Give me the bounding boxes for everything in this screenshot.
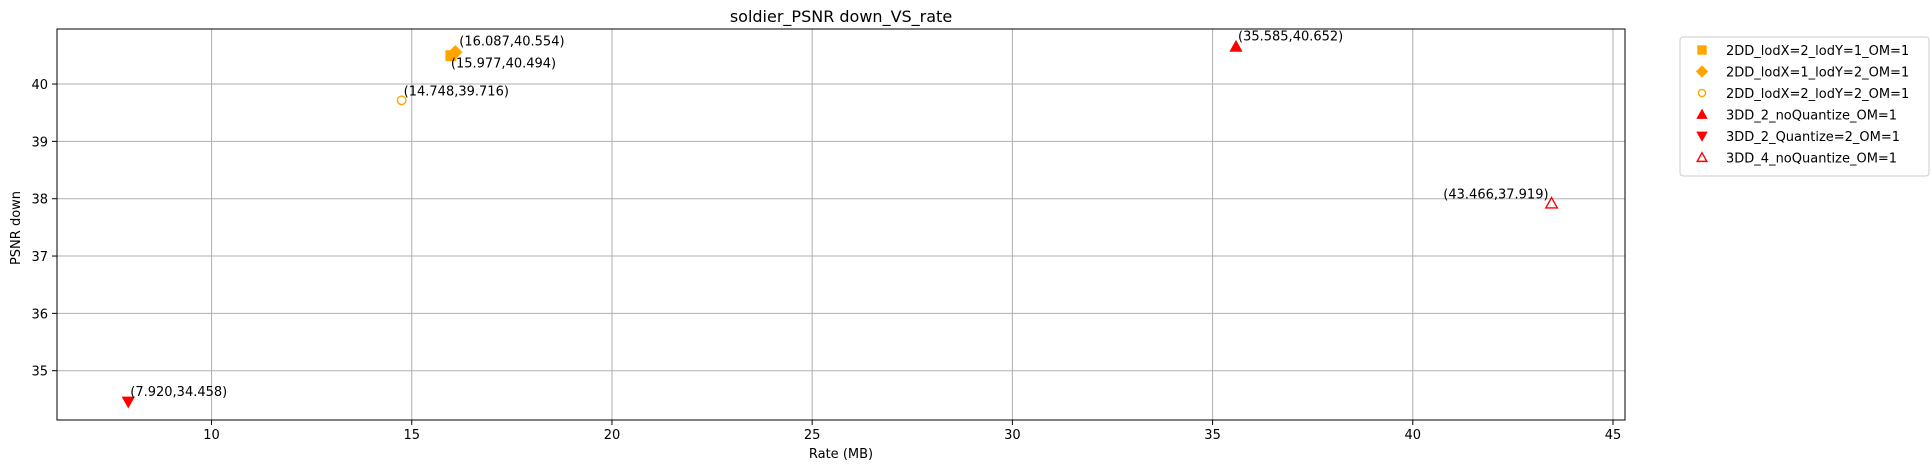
legend-marker bbox=[1695, 151, 1709, 163]
data-point bbox=[121, 396, 135, 409]
y-tick-label: 39 bbox=[31, 135, 48, 150]
x-tick-label: 35 bbox=[1204, 428, 1221, 443]
y-axis-label: PSNR down bbox=[9, 191, 24, 265]
data-label: (7.920,34.458) bbox=[130, 385, 227, 400]
y-tick-label: 37 bbox=[31, 250, 48, 265]
data-label: (14.748,39.716) bbox=[404, 84, 509, 99]
legend-entry: 2DD_lodX=2_lodY=1_OM=1 bbox=[1726, 44, 1909, 59]
legend-entry: 2DD_lodX=2_lodY=2_OM=1 bbox=[1726, 87, 1909, 102]
legend-frame bbox=[1679, 36, 1930, 177]
y-tick-label: 36 bbox=[31, 307, 48, 322]
axis-ticks: 10 15 20 25 30 35 40 45 35 36 37 38 39 40 bbox=[31, 78, 1621, 443]
plot-frame bbox=[56, 28, 1626, 421]
x-axis-label: Rate (MB) bbox=[809, 447, 873, 462]
legend-marker bbox=[1696, 131, 1708, 142]
data-point bbox=[448, 45, 463, 60]
x-tick-label: 10 bbox=[203, 428, 220, 443]
data-label: (43.466,37.919) bbox=[1443, 187, 1548, 202]
data-point bbox=[396, 95, 407, 106]
y-tick-label: 35 bbox=[31, 365, 48, 380]
data-point bbox=[1544, 196, 1559, 209]
legend-entry: 3DD_2_Quantize=2_OM=1 bbox=[1726, 130, 1900, 145]
data-point bbox=[1229, 39, 1243, 52]
x-tick-label: 40 bbox=[1405, 428, 1422, 443]
grid-lines bbox=[57, 29, 1625, 420]
legend-marker bbox=[1697, 88, 1707, 98]
legend-marker bbox=[1697, 45, 1707, 55]
data-label: (15.977,40.494) bbox=[451, 57, 556, 72]
x-tick-label: 45 bbox=[1605, 428, 1622, 443]
legend-marker bbox=[1696, 108, 1708, 119]
x-tick-label: 25 bbox=[804, 428, 821, 443]
x-tick-label: 20 bbox=[604, 428, 621, 443]
legend-entry: 3DD_4_noQuantize_OM=1 bbox=[1726, 152, 1897, 167]
chart-title: soldier_PSNR down_VS_rate bbox=[730, 7, 952, 27]
x-tick-label: 15 bbox=[403, 428, 420, 443]
legend-entry: 3DD_2_noQuantize_OM=1 bbox=[1726, 109, 1897, 124]
legend: 2DD_lodX=2_lodY=1_OM=1 2DD_lodX=1_lodY=2_… bbox=[1679, 36, 1930, 177]
legend-marker bbox=[1695, 65, 1709, 78]
data-label: (16.087,40.554) bbox=[459, 34, 564, 49]
y-tick-label: 38 bbox=[31, 193, 48, 208]
data-label: (35.585,40.652) bbox=[1238, 30, 1343, 45]
y-tick-label: 40 bbox=[31, 78, 48, 93]
legend-entry: 2DD_lodX=1_lodY=2_OM=1 bbox=[1726, 66, 1909, 81]
x-tick-label: 30 bbox=[1004, 428, 1021, 443]
data-labels: (15.977,40.494) (16.087,40.554) (14.748,39… bbox=[130, 30, 1548, 400]
data-points bbox=[121, 39, 1559, 409]
